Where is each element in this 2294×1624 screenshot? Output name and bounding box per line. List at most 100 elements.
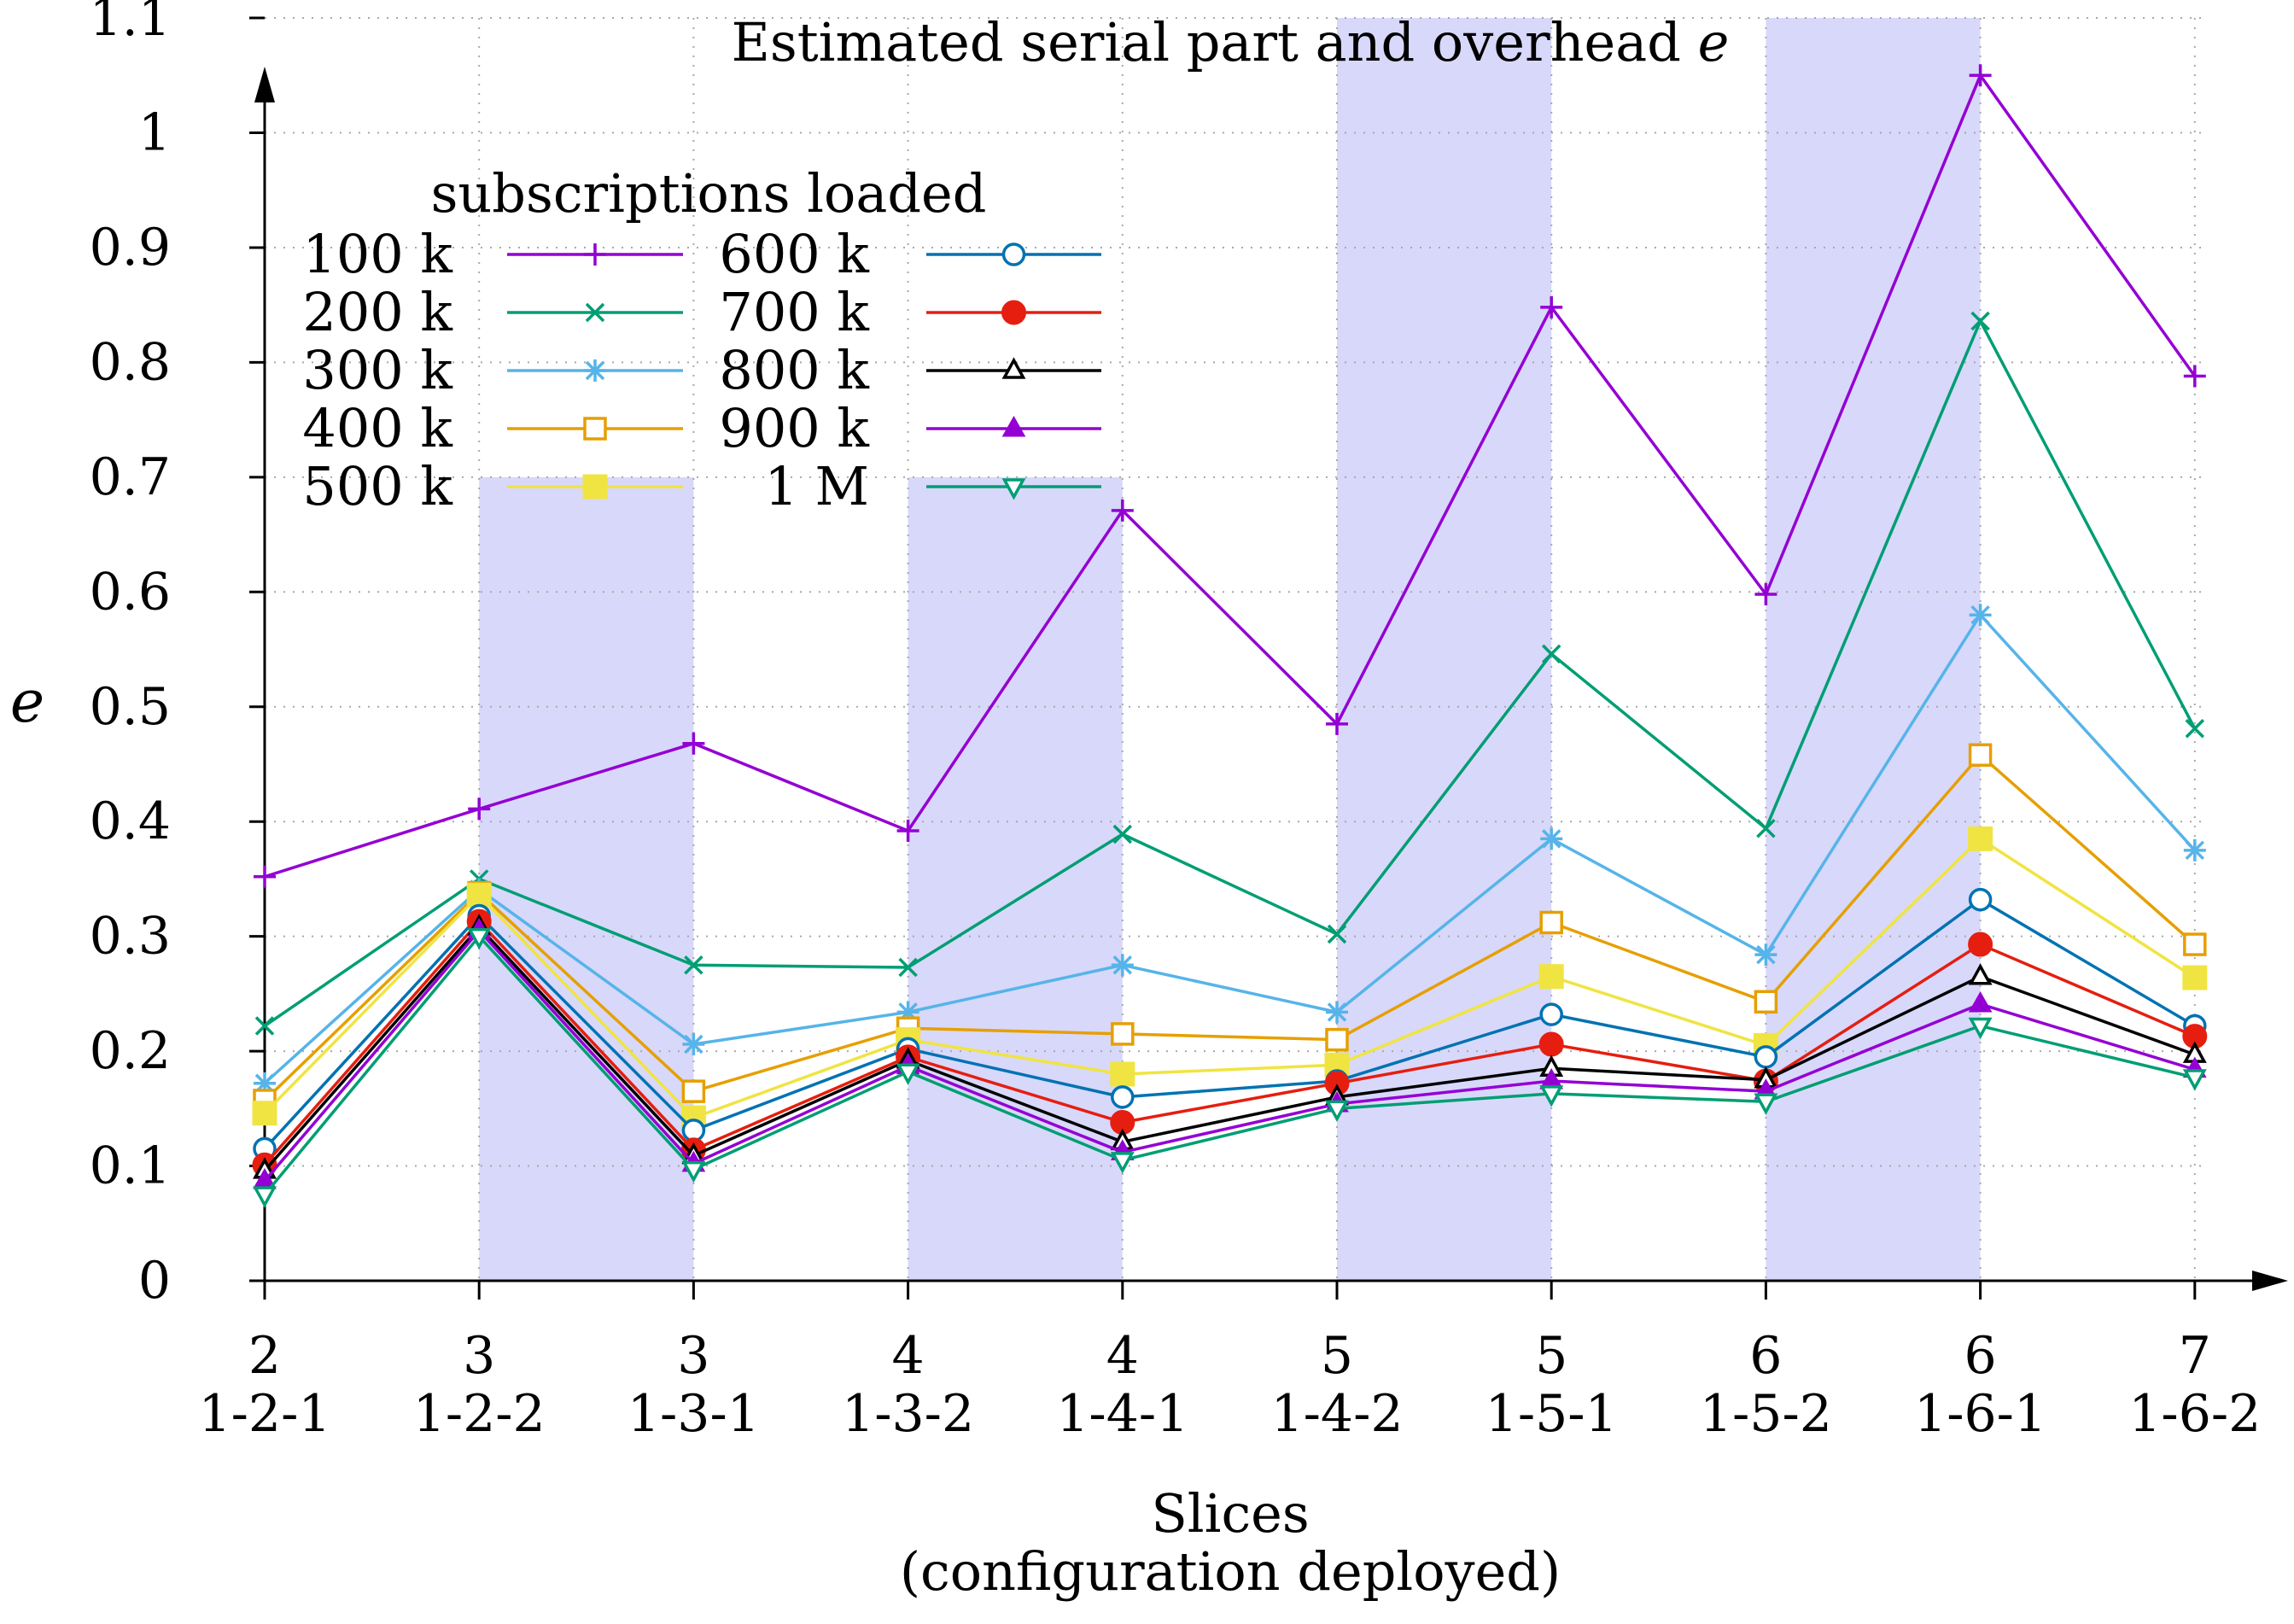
- legend-entry: 400 k: [302, 397, 683, 459]
- marker-triangle-down: [467, 927, 492, 950]
- marker-star: [682, 1033, 705, 1056]
- marker-star: [2183, 838, 2206, 862]
- marker-cross: [1112, 824, 1133, 844]
- series-line: [263, 919, 2196, 1166]
- data-point: [1110, 1152, 1135, 1174]
- x-tick-label-config: 1-5-1: [1486, 1384, 1618, 1444]
- data-point: [682, 732, 705, 755]
- marker-plus: [254, 865, 276, 888]
- y-tick-label: 0.3: [90, 907, 171, 967]
- marker-circle: [1968, 932, 1993, 957]
- data-point: [1111, 954, 1134, 977]
- x-tick-label-slices: 3: [677, 1326, 709, 1386]
- x-tick-label-slices: 3: [463, 1326, 495, 1386]
- marker-star: [1540, 827, 1563, 850]
- marker-plus: [1540, 295, 1563, 318]
- marker-circle: [1754, 1045, 1778, 1069]
- series-line: [263, 897, 2196, 1150]
- data-point: [1540, 827, 1563, 850]
- shaded-region: [1766, 18, 1981, 1281]
- x-tick-label-slices: 5: [1321, 1326, 1353, 1386]
- data-point: [2183, 838, 2206, 862]
- y-tick-label: 1.1: [90, 0, 171, 48]
- series-line: [263, 925, 2196, 1172]
- x-tick-label-slices: 5: [1535, 1326, 1567, 1386]
- x-tick-label-slices: 7: [2179, 1326, 2211, 1386]
- chart-title: Estimated serial part and overhead e: [732, 11, 1730, 73]
- marker-square: [252, 1101, 277, 1126]
- marker-stroke: [1327, 924, 1347, 944]
- marker-square: [1325, 1027, 1349, 1052]
- series-400k: [253, 743, 2207, 1113]
- legend-title: subscriptions loaded: [431, 162, 987, 225]
- marker-stroke: [254, 1016, 275, 1036]
- data-point: [1327, 924, 1347, 944]
- marker-stroke: [2185, 840, 2205, 861]
- marker-triangle-down: [681, 1160, 706, 1183]
- marker-plus: [1111, 499, 1134, 522]
- legend-entry: 500 k: [302, 455, 683, 517]
- marker-circle: [1001, 242, 1026, 266]
- marker-plus: [584, 243, 606, 266]
- marker-plus: [682, 732, 705, 755]
- marker-plus: [1969, 64, 1992, 87]
- marker-stroke: [1756, 944, 1776, 965]
- marker-circle: [1539, 1002, 1563, 1026]
- marker-triangle-down: [1110, 1152, 1135, 1174]
- marker-cross: [898, 957, 918, 978]
- marker-plus: [896, 819, 919, 842]
- marker-square: [1539, 910, 1563, 935]
- y-tick-label: 0: [138, 1251, 171, 1311]
- marker-cross: [1327, 924, 1347, 944]
- data-point: [682, 1033, 705, 1056]
- marker-triangle-down: [1754, 1093, 1778, 1115]
- data-point: [1968, 963, 1993, 985]
- x-tick-label-slices: 4: [892, 1326, 925, 1386]
- marker-stroke: [1327, 1002, 1347, 1022]
- legend-entry: 900 k: [719, 397, 1101, 459]
- marker-stroke: [1970, 311, 1990, 331]
- x-tick-label-config: 1-3-2: [842, 1384, 974, 1444]
- data-point: [1539, 1085, 1564, 1107]
- data-point: [254, 1016, 275, 1036]
- series: [252, 64, 2208, 1208]
- legend-label: 100 k: [302, 223, 452, 285]
- marker-square: [583, 417, 607, 441]
- data-point: [2183, 932, 2207, 956]
- data-point: [1540, 295, 1563, 318]
- data-point: [1110, 1061, 1135, 1087]
- legend-entry: 1 M: [764, 455, 1101, 517]
- tick-labels: 00.10.20.30.40.50.60.70.80.911.121-2-131…: [90, 0, 2262, 1444]
- marker-star: [1754, 943, 1777, 967]
- marker-square: [2182, 965, 2208, 990]
- marker-stroke: [2185, 719, 2205, 739]
- data-point: [1969, 604, 1992, 627]
- marker-stroke: [585, 360, 605, 381]
- data-point: [1968, 990, 1993, 1013]
- data-point: [467, 927, 492, 950]
- series-line: [263, 837, 2196, 1120]
- legend-label: 200 k: [302, 281, 452, 343]
- marker-square: [466, 882, 492, 908]
- marker-stroke: [1541, 829, 1561, 849]
- x-axis-arrow: [2252, 1271, 2288, 1291]
- marker-square: [2183, 932, 2207, 956]
- series-line: [263, 752, 2196, 1102]
- legend-label: 500 k: [302, 455, 452, 517]
- legend-entry: 200 k: [302, 281, 683, 343]
- data-point: [684, 955, 703, 975]
- marker-cross: [254, 1016, 275, 1036]
- data-point: [1970, 311, 1990, 331]
- marker-triangle: [1968, 963, 1993, 985]
- y-tick-label: 0.7: [90, 447, 171, 507]
- data-point: [1112, 824, 1133, 844]
- series-line: [263, 612, 2197, 1085]
- marker-triangle-down: [1001, 478, 1026, 500]
- y-tick-label: 0.9: [90, 218, 171, 277]
- marker-plus: [1326, 712, 1348, 735]
- x-axis-sublabel: (configuration deployed): [900, 1540, 1561, 1603]
- data-point: [1111, 499, 1134, 522]
- marker-circle: [1001, 300, 1026, 325]
- data-point: [466, 882, 492, 908]
